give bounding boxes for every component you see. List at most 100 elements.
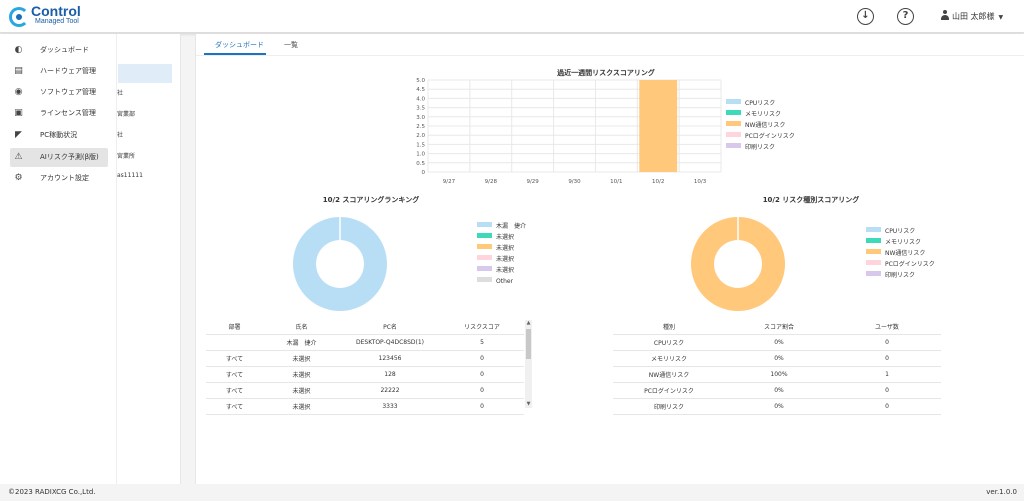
user-menu[interactable]: 山田 太郎様 ▼	[940, 10, 1003, 22]
ranking-table-scrollbar[interactable]: ▲ ▼	[525, 320, 532, 408]
sidebar-item-ai-risk[interactable]: ⚠ AIリスク予測(β版)	[10, 148, 108, 167]
y-tick-label: 2.0	[416, 133, 425, 139]
legend-item[interactable]: メモリリスク	[726, 110, 795, 121]
table-header-row: 部署 氏名 PC名 リスクスコア	[206, 319, 524, 335]
table-cell: すべて	[206, 382, 263, 399]
scrollbar-thumb[interactable]	[526, 329, 531, 359]
tab-list[interactable]: 一覧	[284, 41, 298, 49]
legend-item[interactable]: メモリリスク	[866, 238, 935, 249]
table-cell: 0	[833, 334, 941, 351]
table-cell	[206, 334, 263, 351]
table-cell: 印刷リスク	[613, 398, 725, 415]
help-icon[interactable]: ?	[897, 8, 914, 25]
legend-item[interactable]: 木漏 捷介	[477, 222, 526, 233]
table-cell: 0	[833, 350, 941, 367]
table-row[interactable]: 木漏 捷介 DESKTOP-Q4DC8SD(1) 5	[206, 334, 524, 351]
column-header[interactable]: スコア割合	[725, 319, 833, 335]
weekly-chart-legend: CPUリスク メモリリスク NW通信リスク PCログインリスク 印刷リスク	[726, 99, 795, 154]
table-row[interactable]: メモリリスク 0% 0	[613, 350, 941, 367]
table-row[interactable]: 印刷リスク 0% 0	[613, 398, 941, 415]
ranking-chart-title: 10/2 スコアリングランキング	[322, 196, 420, 204]
column-header[interactable]: 部署	[206, 319, 263, 335]
legend-item[interactable]: PCログインリスク	[866, 260, 935, 271]
legend-item[interactable]: NW通信リスク	[726, 121, 795, 132]
ranking-table: 部署 氏名 PC名 リスクスコア 木漏 捷介 DESKTOP-Q4DC8SD(1…	[206, 319, 524, 415]
sub-list-item[interactable]: 宮業所	[117, 153, 136, 160]
scroll-down-icon[interactable]: ▼	[526, 401, 531, 407]
sidebar-item-label: アカウント設定	[40, 174, 89, 182]
tab-dashboard[interactable]: ダッシュボード	[215, 41, 264, 49]
legend-item[interactable]: 未選択	[477, 255, 526, 266]
legend-item[interactable]: PCログインリスク	[726, 132, 795, 143]
y-tick-label: 1.5	[416, 142, 425, 148]
sub-list-item[interactable]: 宮業部	[117, 111, 136, 118]
donut-slice	[292, 217, 387, 311]
table-cell: すべて	[206, 366, 263, 383]
table-row[interactable]: すべて 未選択 3333 0	[206, 398, 524, 415]
tabs-divider	[196, 55, 1024, 56]
sub-list-item[interactable]: 社	[117, 90, 124, 97]
bar	[639, 80, 678, 172]
x-tick-label: 10/1	[610, 179, 622, 185]
risk-type-table: 種別 スコア割合 ユーザ数 CPUリスク 0% 0 メモリリスク 0% 0 NW…	[613, 319, 941, 415]
sidebar-item-account[interactable]: ⚙ アカウント設定	[10, 169, 108, 188]
sidebar-item-license[interactable]: ▣ ラインセンス管理	[10, 104, 108, 123]
sidebar-item-software[interactable]: ◉ ソフトウェア管理	[10, 83, 108, 102]
weekly-chart-title: 過近一週間リスクスコアリング	[557, 69, 655, 77]
legend-item[interactable]: 未選択	[477, 244, 526, 255]
sub-list-pane: 社 宮業部 社 宮業所 as11111	[116, 34, 181, 484]
legend-item[interactable]: 印刷リスク	[866, 271, 935, 282]
sidebar-item-dashboard[interactable]: ◐ ダッシュボード	[10, 41, 108, 60]
table-row[interactable]: すべて 未選択 22222 0	[206, 382, 524, 399]
table-cell: 木漏 捷介	[263, 334, 340, 351]
table-row[interactable]: NW通信リスク 100% 1	[613, 366, 941, 383]
x-tick-label: 9/30	[568, 179, 581, 185]
table-row[interactable]: すべて 未選択 128 0	[206, 366, 524, 383]
table-row[interactable]: CPUリスク 0% 0	[613, 334, 941, 351]
table-cell: 0	[440, 398, 524, 415]
column-header[interactable]: 種別	[613, 319, 725, 335]
legend-item[interactable]: 未選択	[477, 233, 526, 244]
table-cell: 0	[440, 366, 524, 383]
column-header[interactable]: PC名	[340, 319, 440, 335]
table-cell: メモリリスク	[613, 350, 725, 367]
column-header[interactable]: リスクスコア	[440, 319, 524, 335]
table-cell: NW通信リスク	[613, 366, 725, 383]
table-cell: 128	[340, 366, 440, 383]
scroll-up-icon[interactable]: ▲	[526, 320, 531, 326]
table-cell: CPUリスク	[613, 334, 725, 351]
laptop-icon: ▤	[14, 66, 23, 76]
table-row[interactable]: すべて 未選択 123456 0	[206, 350, 524, 367]
y-tick-label: 3.5	[416, 106, 425, 112]
risk-type-donut-chart	[690, 217, 785, 311]
legend-item[interactable]: NW通信リスク	[866, 249, 935, 260]
table-cell: 未選択	[263, 382, 340, 399]
legend-item[interactable]: CPUリスク	[866, 227, 935, 238]
column-header[interactable]: 氏名	[263, 319, 340, 335]
sidebar-item-label: ソフトウェア管理	[40, 88, 96, 96]
download-icon[interactable]: ↓	[857, 8, 874, 25]
type-chart-legend: CPUリスク メモリリスク NW通信リスク PCログインリスク 印刷リスク	[866, 227, 935, 282]
caret-down-icon: ▼	[998, 14, 1004, 21]
table-row[interactable]: PCログインリスク 0% 0	[613, 382, 941, 399]
table-cell: すべて	[206, 398, 263, 415]
sidebar-item-hardware[interactable]: ▤ ハードウェア管理	[10, 62, 108, 81]
sub-list-item[interactable]: as11111	[117, 172, 143, 179]
sidebar: ◐ ダッシュボード ▤ ハードウェア管理 ◉ ソフトウェア管理 ▣ ラインセンス…	[0, 34, 116, 484]
column-header[interactable]: ユーザ数	[833, 319, 941, 335]
table-cell: 0	[833, 398, 941, 415]
legend-item[interactable]: 未選択	[477, 266, 526, 277]
weekly-risk-bar-chart: 0 0.5 1.0 1.5 2.0 2.5 3.0 3.5 4.0 4.5 5.0 9/27 9/28 9…	[416, 78, 722, 185]
sidebar-item-label: PC稼動状況	[40, 131, 78, 139]
sub-list-item[interactable]: 社	[117, 132, 124, 139]
legend-item[interactable]: CPUリスク	[726, 99, 795, 110]
logo-subtitle: Managed Tool	[35, 18, 79, 25]
sidebar-item-label: ダッシュボード	[40, 46, 89, 54]
sidebar-item-pc-status[interactable]: ◤ PC稼動状況	[10, 126, 108, 145]
x-tick-label: 10/2	[652, 179, 664, 185]
app-footer: ©2023 RADIXCG Co.,Ltd. ver.1.0.0	[0, 484, 1024, 501]
legend-item[interactable]: 印刷リスク	[726, 143, 795, 154]
sub-list-selected-item[interactable]	[118, 64, 172, 83]
legend-item[interactable]: Other	[477, 277, 526, 288]
x-tick-label: 10/3	[694, 179, 707, 185]
